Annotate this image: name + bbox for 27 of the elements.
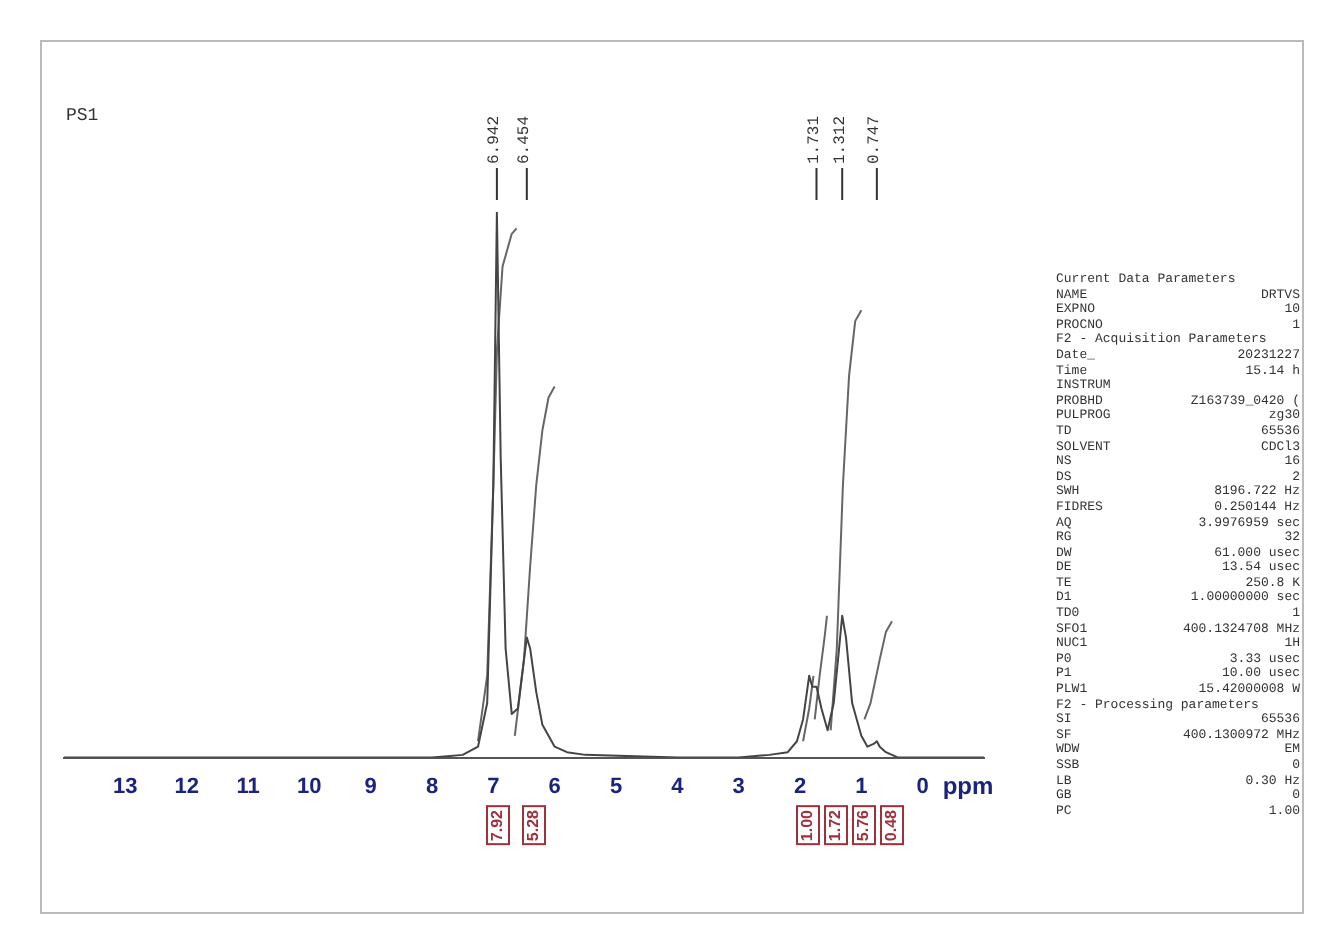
x-axis-title: ppm: [942, 772, 994, 801]
annotation: 6.454: [516, 113, 537, 164]
x-tick-label: 7: [487, 774, 500, 799]
x-tick-label: 0: [916, 774, 929, 799]
x-tick-label: 10: [297, 774, 322, 799]
text: 1.72: [824, 805, 849, 845]
x-tick-label: 13: [113, 774, 138, 799]
text: 0.48: [880, 805, 905, 845]
x-tick-label: 5: [609, 774, 623, 799]
text: 5.28: [522, 805, 547, 845]
x-tick-label: 4: [671, 774, 686, 799]
x-tick-label: 9: [364, 774, 377, 799]
x-tick-label: 3: [732, 774, 745, 799]
chart-title: PS1: [66, 106, 99, 126]
annotation: 1.731: [806, 113, 827, 164]
x-tick-label: 6: [548, 774, 561, 799]
x-tick-label: 2: [793, 774, 807, 799]
text: 7.92: [485, 805, 510, 845]
x-tick-label: 11: [236, 774, 260, 799]
annotation: 6.942: [486, 113, 507, 164]
annotation: 1.312: [832, 113, 853, 164]
annotation: 0.747: [866, 113, 887, 164]
x-tick-label: 8: [425, 774, 439, 799]
x-tick-label: 12: [174, 774, 199, 799]
text: 5.76: [852, 805, 877, 845]
text: 1.00: [796, 805, 821, 845]
x-tick-label: 1: [855, 774, 868, 799]
